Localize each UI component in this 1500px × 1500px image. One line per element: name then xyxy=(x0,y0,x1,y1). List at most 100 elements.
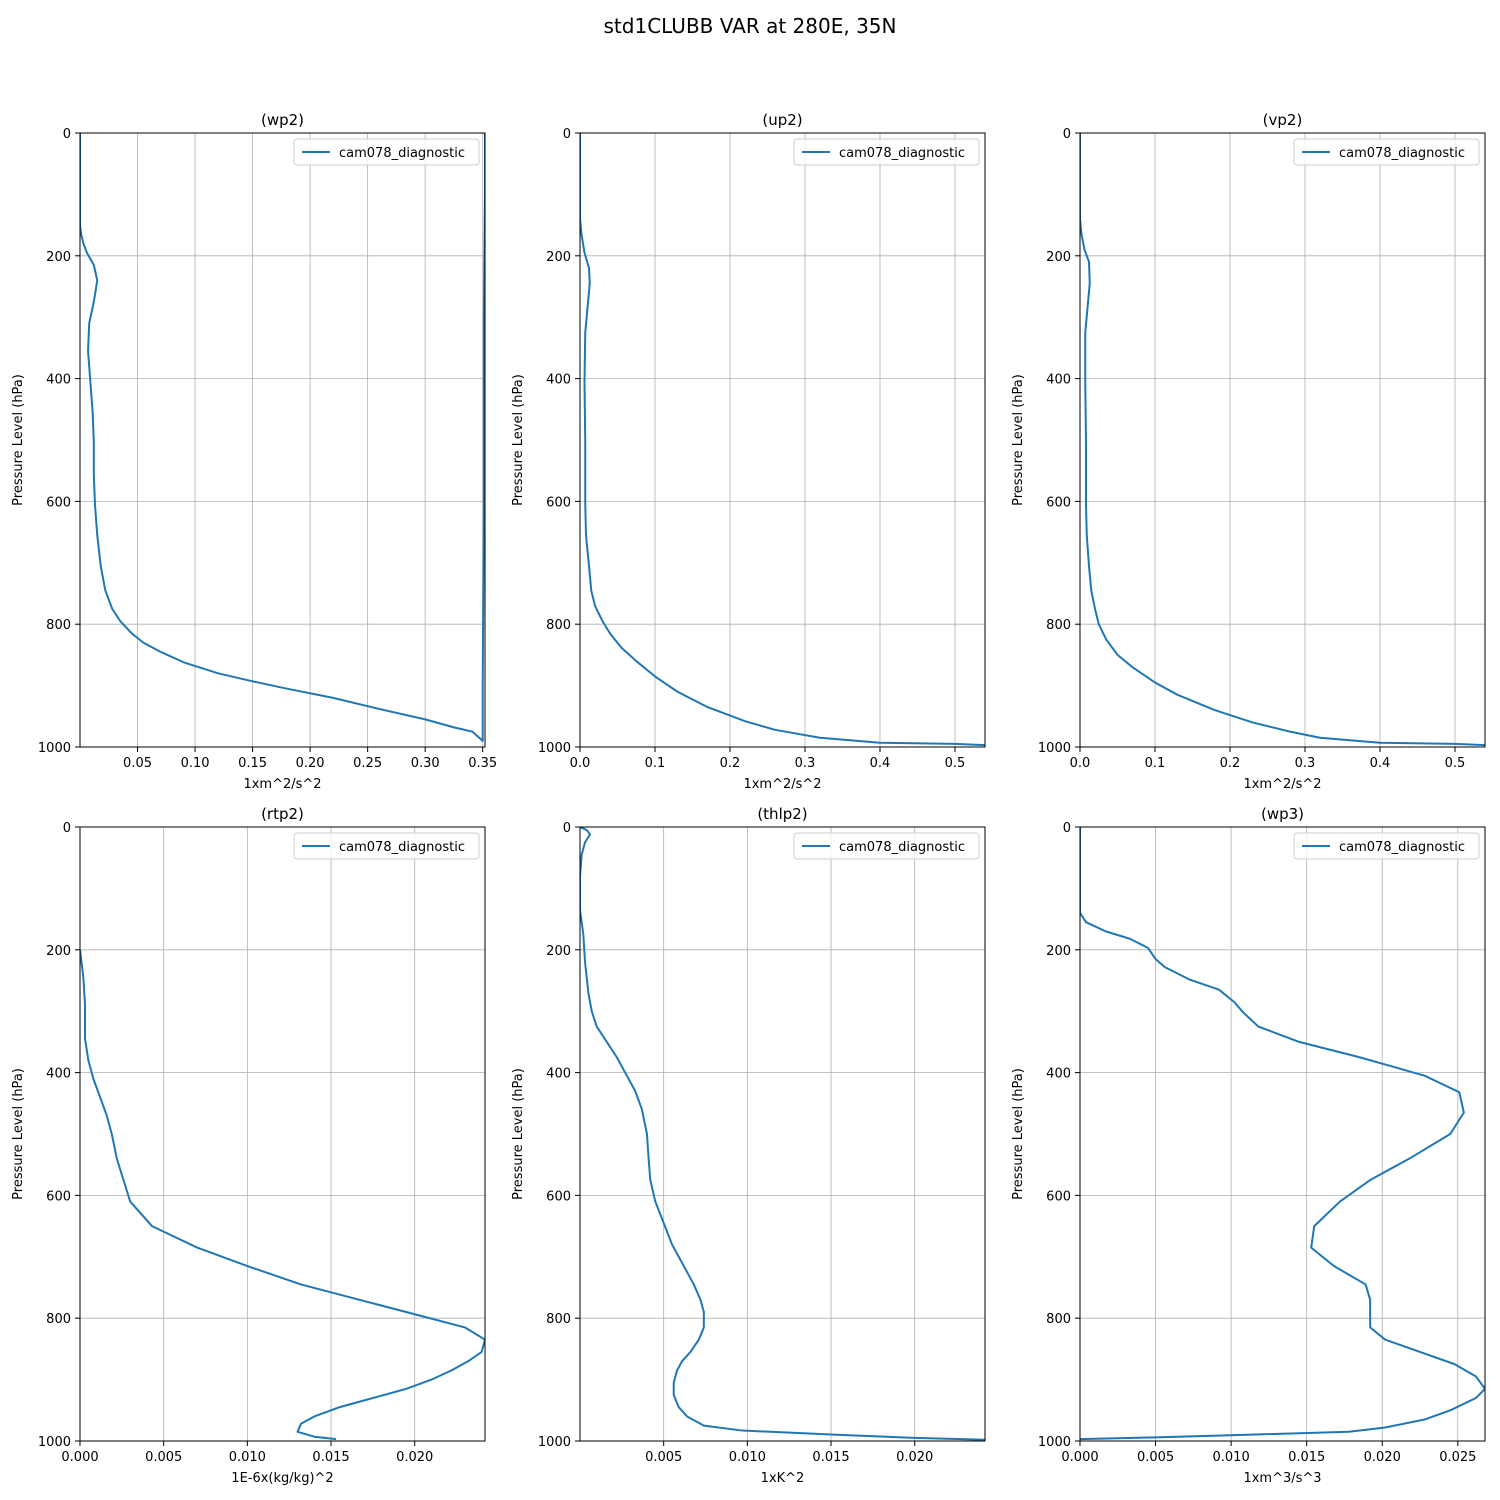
x-tick-label: 0.2 xyxy=(720,756,741,771)
y-tick-label: 1000 xyxy=(538,741,571,756)
subplot-title: (thlp2) xyxy=(757,805,807,823)
y-axis-label: Pressure Level (hPa) xyxy=(511,374,526,506)
axes-frame xyxy=(1079,132,1486,748)
x-tick-label: 0.005 xyxy=(145,1450,182,1465)
x-tick-label: 0.010 xyxy=(229,1450,266,1465)
axes-frame xyxy=(579,826,986,1442)
x-tick-label: 0.4 xyxy=(1370,756,1391,771)
x-tick-label: 0.30 xyxy=(411,756,440,771)
y-tick-label: 200 xyxy=(546,944,571,959)
y-axis-label: Pressure Level (hPa) xyxy=(1011,374,1026,506)
legend-box xyxy=(293,832,480,860)
x-tick-label: 0.010 xyxy=(1213,1450,1250,1465)
series-line-1 xyxy=(580,133,985,747)
x-axis-label: 1E-6x(kg/kg)^2 xyxy=(231,1471,333,1486)
x-tick-label: 0.020 xyxy=(1364,1450,1401,1465)
x-tick-label: 0.1 xyxy=(645,756,666,771)
x-axis-label: 1xm^2/s^2 xyxy=(743,777,821,792)
subplot-6: 0.000 0.005 0.010 0.015 0.020 0.025 0 200 400 600… xyxy=(1011,805,1486,1486)
y-tick-label: 400 xyxy=(46,373,71,388)
x-axis-label: 1xm^2/s^2 xyxy=(243,777,321,792)
x-axis-label: 1xm^3/s^3 xyxy=(1243,1471,1321,1486)
axes-frame xyxy=(79,826,486,1442)
subplot-4: 0.000 0.005 0.010 0.015 0.020 0 200 400 600 800 10… xyxy=(11,805,486,1486)
legend-label: cam078_diagnostic xyxy=(839,840,965,855)
y-tick-label: 1000 xyxy=(538,1435,571,1450)
y-tick-label: 800 xyxy=(46,1312,71,1327)
y-tick-label: 800 xyxy=(1046,618,1071,633)
y-tick-label: 600 xyxy=(46,495,71,510)
axes-frame xyxy=(579,132,986,748)
y-tick-label: 0 xyxy=(63,821,71,836)
legend-box xyxy=(793,138,980,166)
y-tick-label: 800 xyxy=(1046,1312,1071,1327)
y-tick-label: 800 xyxy=(46,618,71,633)
y-tick-label: 0 xyxy=(1063,821,1071,836)
y-axis-label: Pressure Level (hPa) xyxy=(1011,1068,1026,1200)
legend-label: cam078_diagnostic xyxy=(339,840,465,855)
x-tick-label: 0.2 xyxy=(1220,756,1241,771)
subplot-title: (wp3) xyxy=(1261,805,1304,823)
x-tick-label: 0.4 xyxy=(870,756,891,771)
axes-frame xyxy=(79,132,486,748)
x-tick-label: 0.000 xyxy=(1061,1450,1098,1465)
x-tick-label: 0.5 xyxy=(1445,756,1466,771)
y-tick-label: 400 xyxy=(1046,373,1071,388)
y-tick-label: 200 xyxy=(46,250,71,265)
axes-frame xyxy=(1079,826,1486,1442)
subplot-title: (up2) xyxy=(762,111,802,129)
y-tick-label: 0 xyxy=(63,127,71,142)
series-line-1 xyxy=(1080,827,1485,1441)
y-tick-label: 200 xyxy=(546,250,571,265)
x-tick-label: 0.020 xyxy=(896,1450,933,1465)
series-line-1 xyxy=(80,949,485,1441)
y-tick-label: 400 xyxy=(1046,1067,1071,1082)
x-tick-label: 0.0 xyxy=(570,756,591,771)
x-tick-label: 0.05 xyxy=(123,756,152,771)
y-axis-label: Pressure Level (hPa) xyxy=(11,1068,26,1200)
x-tick-label: 0.005 xyxy=(1137,1450,1174,1465)
x-tick-label: 0.015 xyxy=(1288,1450,1325,1465)
y-tick-label: 1000 xyxy=(1038,1435,1071,1450)
y-tick-label: 600 xyxy=(46,1189,71,1204)
x-tick-label: 0.1 xyxy=(1145,756,1166,771)
legend-box xyxy=(293,138,480,166)
y-tick-label: 0 xyxy=(563,127,571,142)
x-tick-label: 0.010 xyxy=(729,1450,766,1465)
subplot-title: (rtp2) xyxy=(261,805,304,823)
y-tick-label: 0 xyxy=(1063,127,1071,142)
legend-label: cam078_diagnostic xyxy=(1339,840,1465,855)
y-tick-label: 600 xyxy=(546,1189,571,1204)
subplot-2: 0.0 0.1 0.2 0.3 0.4 0.5 0 200 400 600 800 1000 (up2)… xyxy=(511,111,986,792)
x-tick-label: 0.3 xyxy=(795,756,816,771)
x-tick-label: 0.025 xyxy=(1439,1450,1476,1465)
x-tick-label: 0.5 xyxy=(945,756,966,771)
y-tick-label: 400 xyxy=(46,1067,71,1082)
legend-box xyxy=(1293,832,1480,860)
y-tick-label: 600 xyxy=(546,495,571,510)
legend-label: cam078_diagnostic xyxy=(1339,146,1465,161)
subplot-3: 0.0 0.1 0.2 0.3 0.4 0.5 0 200 400 600 800 1000 (vp2)… xyxy=(1011,111,1486,792)
y-tick-label: 200 xyxy=(1046,944,1071,959)
legend-box xyxy=(1293,138,1480,166)
legend-box xyxy=(793,832,980,860)
series-line-1 xyxy=(1080,133,1485,747)
y-tick-label: 200 xyxy=(46,944,71,959)
y-tick-label: 200 xyxy=(1046,250,1071,265)
x-tick-label: 0.35 xyxy=(468,756,497,771)
y-tick-label: 1000 xyxy=(38,1435,71,1450)
x-tick-label: 0.10 xyxy=(181,756,210,771)
subplot-title: (vp2) xyxy=(1263,111,1303,129)
x-axis-label: 1xK^2 xyxy=(761,1471,805,1486)
y-tick-label: 1000 xyxy=(1038,741,1071,756)
legend-label: cam078_diagnostic xyxy=(839,146,965,161)
subplot-5: 0.005 0.010 0.015 0.020 0 200 400 600 800 1000 (th… xyxy=(511,805,986,1486)
x-tick-label: 0.0 xyxy=(1070,756,1091,771)
subplot-1: 0.05 0.10 0.15 0.20 0.25 0.30 0.35 0 200 400 600 80… xyxy=(11,111,497,792)
figure-suptitle: std1CLUBB VAR at 280E, 35N xyxy=(603,14,897,38)
x-tick-label: 0.20 xyxy=(296,756,325,771)
y-tick-label: 800 xyxy=(546,1312,571,1327)
y-tick-label: 600 xyxy=(1046,1189,1071,1204)
series-line-1 xyxy=(80,133,485,742)
